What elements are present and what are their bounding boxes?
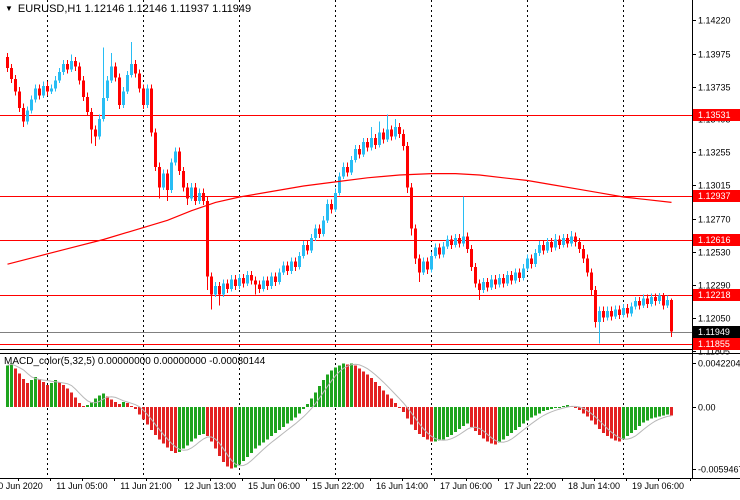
svg-text:1.12770: 1.12770 [698,215,731,225]
macd-histogram [6,363,673,469]
svg-text:11 Jun 21:00: 11 Jun 21:00 [120,481,171,491]
svg-text:1.11855: 1.11855 [698,339,730,349]
svg-text:0.0042204: 0.0042204 [698,359,740,369]
svg-text:11 Jun 05:00: 11 Jun 05:00 [56,481,107,491]
svg-text:1.12937: 1.12937 [698,191,731,201]
svg-text:1.11805: 1.11805 [698,347,730,357]
svg-text:1.12218: 1.12218 [698,290,731,300]
svg-text:15 Jun 06:00: 15 Jun 06:00 [248,481,300,491]
symbol-ohlc-text: EURUSD,H1 1.12146 1.12146 1.11937 1.1194… [17,3,252,15]
svg-text:-0.0059467: -0.0059467 [698,465,740,475]
svg-text:19 Jun 06:00: 19 Jun 06:00 [632,481,684,491]
svg-text:1.12530: 1.12530 [698,248,731,258]
svg-text:1.12616: 1.12616 [698,235,731,245]
svg-text:1.13531: 1.13531 [698,110,731,120]
svg-text:1.11949: 1.11949 [698,327,730,337]
macd-axis: 0.0042204 0.00 -0.0059467 [692,359,740,475]
svg-text:16 Jun 14:00: 16 Jun 14:00 [376,481,428,491]
svg-text:18 Jun 14:00: 18 Jun 14:00 [568,481,620,491]
svg-text:0.00: 0.00 [698,403,716,413]
svg-text:1.13975: 1.13975 [698,50,731,60]
svg-text:1.13735: 1.13735 [698,83,731,93]
time-axis: 10 Jun 2020 11 Jun 05:00 11 Jun 21:00 12 Ju… [0,478,691,491]
svg-text:1.12050: 1.12050 [698,314,731,324]
svg-text:17 Jun 22:00: 17 Jun 22:00 [504,481,556,491]
moving-average-line [7,173,672,265]
indicator-label: MACD_color(5,32,5) 0.00000000 0.00000000… [4,356,266,367]
price-axis: 1.142201.139751.137351.134951.132551.130… [692,16,731,357]
support-resistance-lines[interactable] [0,115,693,345]
candlesticks [6,41,673,344]
chart-title: ▼ EURUSD,H1 1.12146 1.12146 1.11937 1.119… [5,3,251,15]
svg-text:17 Jun 06:00: 17 Jun 06:00 [440,481,492,491]
macd-signal-line [7,363,672,467]
svg-text:1.12290: 1.12290 [698,281,731,291]
svg-text:12 Jun 13:00: 12 Jun 13:00 [184,481,236,491]
svg-text:1.13255: 1.13255 [698,148,731,158]
svg-text:1.13015: 1.13015 [698,181,731,191]
symbol-marker-icon: ▼ [5,4,13,13]
svg-text:15 Jun 22:00: 15 Jun 22:00 [312,481,364,491]
svg-text:10 Jun 2020: 10 Jun 2020 [0,481,43,491]
price-badges: 1.13531 1.12937 1.12616 1.12218 1.11855 1.119… [693,109,740,350]
svg-text:1.14220: 1.14220 [698,16,731,26]
